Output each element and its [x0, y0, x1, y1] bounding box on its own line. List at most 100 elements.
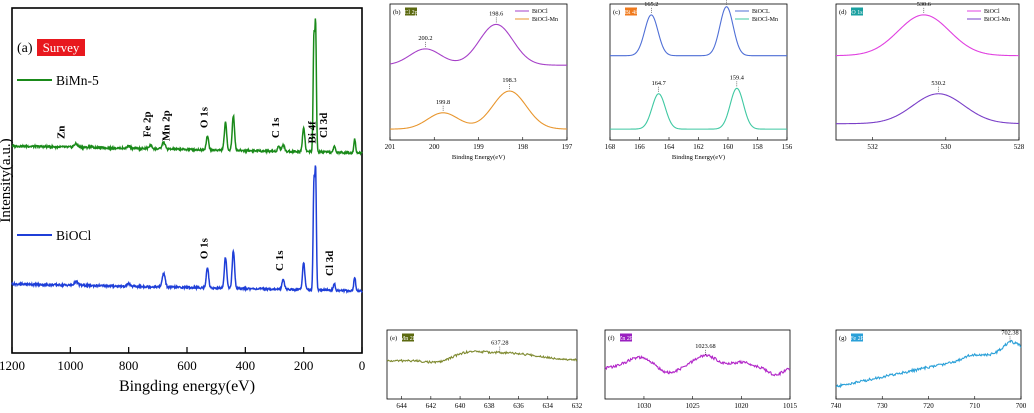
panel-tag-text: O 1s	[851, 10, 863, 16]
x-tick-label: 800	[119, 358, 139, 373]
series-line	[389, 23, 567, 66]
x-tick-label: 158	[752, 143, 763, 151]
peak-value-label: 199.8	[436, 99, 450, 106]
x-tick-label: 160	[723, 143, 734, 151]
peak-value-label: 1023.68	[695, 343, 715, 350]
peak-value-label: 164.7	[652, 80, 666, 87]
x-tick-label: 198	[518, 143, 529, 151]
panel-label: (b)	[393, 9, 401, 16]
x-tick-label: 164	[664, 143, 675, 151]
panel-tag-box	[405, 7, 417, 16]
series-line	[610, 87, 787, 130]
peak-annotation: Cl 3d	[324, 251, 336, 276]
legend-label: BiOCl-Mn	[752, 17, 778, 23]
x-tick-label: 1200	[0, 358, 25, 373]
panel-tag-box	[851, 7, 863, 16]
chart-panel-d: 532 530 528 (d) O 1s BiOCl BiOCl-Mn 530.6 530.2	[835, 1, 1025, 151]
panel-tag-text: Mn 2P	[400, 336, 417, 342]
panel-tag-text: Zn 2P	[619, 336, 634, 342]
panel-tag-box	[620, 333, 632, 342]
peak-value-label: 198.6	[489, 10, 503, 17]
x-tick-label: 710	[970, 402, 981, 410]
x-axis-label: Bingding energy(eV)	[119, 378, 255, 395]
series-line	[835, 339, 1022, 389]
series-line	[11, 165, 363, 294]
x-tick-label: 720	[923, 402, 934, 410]
x-tick-label: 634	[543, 402, 554, 410]
legend-label: BiMn-5	[56, 73, 99, 88]
x-tick-label: 162	[693, 143, 704, 151]
x-tick-label: 532	[867, 143, 878, 151]
series-line	[610, 6, 787, 57]
x-tick-label: 740	[831, 402, 842, 410]
chart-panel-f: 1030102510201015Binding Energy(eV)(f)Zn …	[604, 329, 798, 410]
panel-tag-text: Survey	[43, 40, 80, 55]
y-axis-label: Intensity(a.u.)	[0, 138, 14, 222]
peak-value-label: 200.2	[418, 35, 432, 42]
x-tick-label: 156	[782, 143, 793, 151]
peak-annotation: Cl 3d	[318, 113, 330, 138]
x-tick-label: 528	[1014, 143, 1025, 151]
peak-annotation: Mn 2p	[161, 110, 173, 141]
peak-annotation: C 1s	[274, 250, 286, 271]
panel-label: (g)	[839, 335, 847, 342]
x-tick-label: 200	[429, 143, 440, 151]
x-tick-label: 530	[941, 143, 952, 151]
legend-label: BiOCl-Mn	[984, 17, 1010, 23]
chart-panel-e: 644642640638636634632Binding Energy(eV)(…	[386, 329, 583, 410]
x-tick-label: 1015	[783, 402, 798, 410]
panel-tag-text: Fe 2P	[850, 336, 865, 342]
peak-value-label: 530.2	[931, 80, 945, 87]
peak-annotation: Bi 4f	[306, 121, 318, 144]
x-tick-label: 638	[484, 402, 495, 410]
peak-annotation: Fe 2p	[142, 111, 154, 137]
panel-label: (f)	[608, 335, 615, 342]
peak-value-label: 702.38	[1001, 329, 1018, 336]
x-tick-label: 201	[385, 143, 396, 151]
plot-frame	[11, 7, 363, 354]
panel-tag-box	[625, 7, 637, 16]
x-tick-label: 636	[513, 402, 524, 410]
series-line	[836, 93, 1020, 125]
x-tick-label: 600	[177, 358, 197, 373]
x-tick-label: 400	[236, 358, 256, 373]
series-line	[835, 14, 1020, 57]
x-tick-label: 1000	[57, 358, 83, 373]
x-tick-label: 0	[359, 358, 366, 373]
series-line	[11, 18, 363, 156]
panel-label: (d)	[839, 9, 847, 16]
plot-frame	[604, 329, 791, 400]
panel-label: (c)	[613, 9, 620, 16]
plot-frame	[835, 3, 1020, 141]
x-tick-label: 168	[605, 143, 616, 151]
x-tick-label: 199	[473, 143, 484, 151]
x-tick-label: 197	[562, 143, 573, 151]
plot-frame	[609, 3, 788, 141]
x-tick-label: 200	[294, 358, 314, 373]
x-tick-label: 644	[396, 402, 407, 410]
peak-value-label: 198.3	[502, 77, 516, 84]
legend-label: BiOCl	[532, 9, 548, 15]
chart-panel-g: 740730720710700Binding Energy(eV)(g)Fe 2…	[831, 329, 1027, 410]
x-tick-label: 1030	[637, 402, 652, 410]
legend-label: BiOCl	[56, 228, 92, 243]
peak-value-label: 637.28	[491, 340, 508, 347]
panel-tag-box	[37, 39, 85, 56]
legend-label: BiOCL	[752, 9, 770, 15]
panel-tag-text: Cl 2p	[404, 10, 417, 16]
panel-tag-box	[402, 333, 414, 342]
series-line	[604, 353, 791, 377]
peak-value-label: 530.6	[917, 1, 931, 8]
chart-panel-c: 168 166 164 162 160 158 156 Binding Energy(eV) (…	[605, 0, 793, 161]
plot-frame	[386, 329, 578, 400]
x-tick-label: 730	[877, 402, 888, 410]
x-axis-label: Binding Energy(eV)	[452, 154, 505, 161]
panel-tag-text: Bi 4f	[625, 9, 637, 16]
chart-panel-b: 201 200 199 198 197 Binding Energy(eV) (b) Cl 2…	[385, 3, 573, 161]
legend-label: BiOCl	[984, 9, 1000, 15]
peak-annotation: Zn	[56, 126, 68, 139]
peak-annotation: O 1s	[198, 237, 210, 259]
plot-frame	[389, 3, 568, 141]
x-axis-label: Binding Energy(eV)	[672, 154, 725, 161]
